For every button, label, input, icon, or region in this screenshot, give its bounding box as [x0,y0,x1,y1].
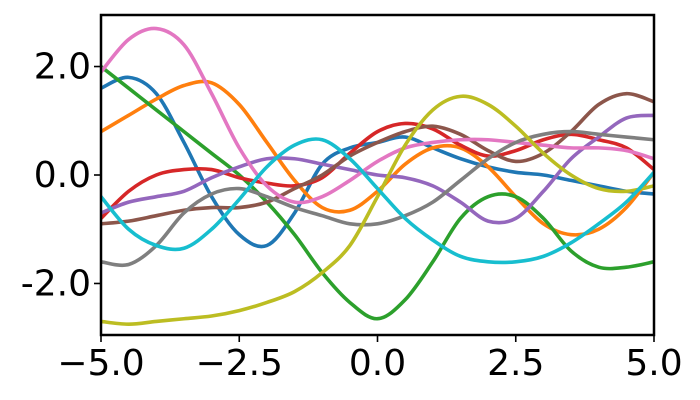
series-layer [101,26,654,326]
series-line-2 [101,79,654,237]
x-tick-label: −2.5 [196,343,283,384]
series-line-7 [101,26,654,205]
tick-layer: −5.0 −2.5 0.0 2.5 5.0 2.0 0.0 -2.0 [21,47,683,384]
x-tick-label: −5.0 [57,343,144,384]
series-line-4 [101,121,654,221]
x-tick-label: 2.5 [487,343,544,384]
y-tick-label: -2.0 [21,263,91,304]
x-tick-label: 5.0 [625,343,682,384]
series-line-3 [101,64,654,321]
y-tick-label: 0.0 [34,155,91,196]
series-line-8 [101,129,654,268]
series-line-6 [101,91,654,226]
x-tick-label: 0.0 [349,343,406,384]
series-line-10 [101,137,654,265]
y-tick-label: 2.0 [34,47,91,88]
series-line-9 [101,94,654,326]
